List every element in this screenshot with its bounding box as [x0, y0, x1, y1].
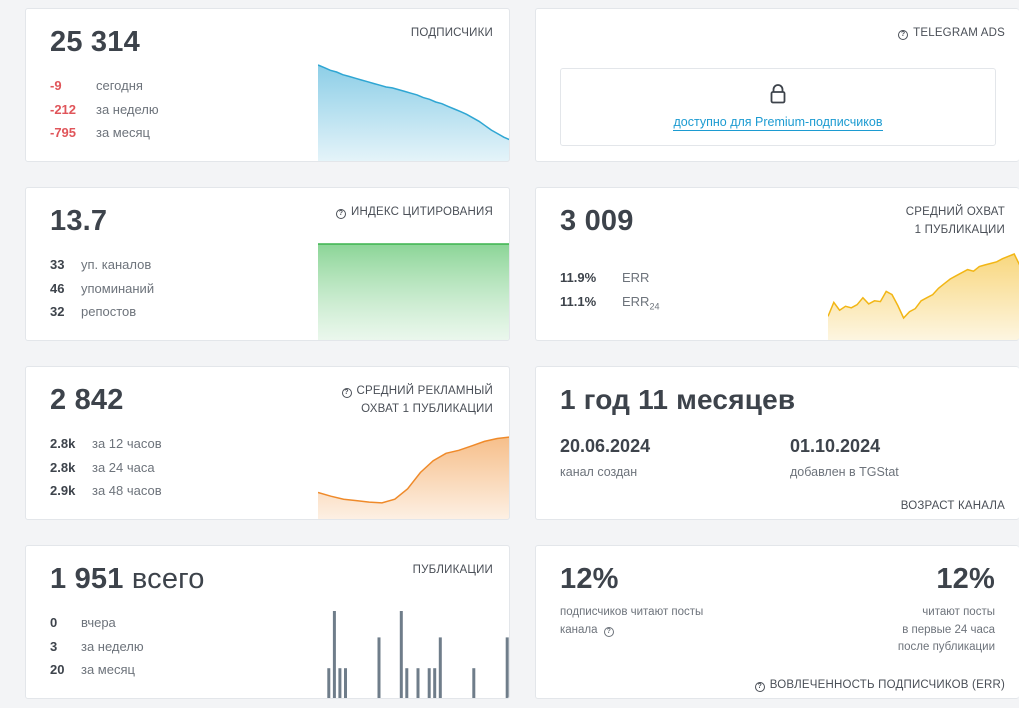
reach-trend-chart: [828, 253, 1019, 340]
created-date: 20.06.2024: [560, 436, 651, 456]
publications-card[interactable]: 1 951 всего ПУБЛИКАЦИИ 0 вчера 3 за неделю…: [25, 545, 510, 699]
ad-reach-value: 2 842: [50, 384, 124, 416]
ad-reach-trend-area: [318, 437, 509, 519]
publication-bar: [472, 668, 476, 698]
err-stats: 11.9% ERR 11.1% ERR24: [560, 266, 659, 313]
reach-trend-area: [828, 254, 1019, 340]
help-icon[interactable]: ?: [603, 626, 614, 637]
publication-bar: [427, 668, 431, 698]
premium-lock-box: доступно для Premium-подписчиков: [560, 68, 996, 146]
lock-icon: [770, 84, 786, 104]
ad-reach-trend-line: [318, 436, 509, 504]
channel-age-label: ВОЗРАСТ КАНАЛА: [900, 500, 1005, 512]
subscribers-trend-area: [318, 65, 509, 161]
stat-row: -795 за месяц: [50, 125, 150, 140]
subscribers-label: ПОДПИСЧИКИ: [410, 27, 493, 39]
premium-link[interactable]: доступно для Premium-подписчиков: [673, 115, 883, 131]
reach-trend-line: [828, 253, 1019, 320]
citation-stats: 33 уп. каналов 46 упоминаний 32 репостов: [50, 253, 154, 324]
telegram-ads-card: ? TELEGRAM ADS доступно для Premium-подпи…: [535, 8, 1019, 162]
telegram-ads-label: ? TELEGRAM ADS: [898, 24, 1005, 42]
channel-age-value: 1 год 11 месяцев: [560, 384, 796, 415]
engagement-right-text: читают посты в первые 24 часа после публ…: [897, 606, 995, 653]
publication-bar: [438, 637, 442, 698]
publication-bar: [327, 668, 331, 698]
subscribers-card[interactable]: 25 314 ПОДПИСЧИКИ -9 сегодня -212 за недел…: [25, 8, 510, 162]
publications-stats: 0 вчера 3 за неделю 20 за месяц: [50, 611, 144, 682]
stat-row: -9 сегодня: [50, 78, 143, 93]
publication-bar: [344, 668, 347, 698]
stat-row: 20 за месяц: [50, 662, 135, 677]
engagement-left-text: подписчиков читают посты канала ?: [560, 606, 704, 637]
ad-reach-trend-chart: [318, 436, 509, 519]
stat-row: 3 за неделю: [50, 638, 144, 654]
engagement-card: 12% 12% подписчиков читают посты канала …: [535, 545, 1019, 699]
publication-bar: [377, 637, 381, 698]
stat-row: 46 упоминаний: [50, 280, 155, 296]
citation-card[interactable]: 13.7 ? ИНДЕКС ЦИТИРОВАНИЯ 33 уп. каналов 4…: [25, 187, 510, 341]
help-icon[interactable]: ?: [341, 388, 352, 398]
citation-trend-chart: [318, 243, 509, 340]
citation-label: ? ИНДЕКС ЦИТИРОВАНИЯ: [336, 203, 493, 221]
stat-row: 32 репостов: [50, 304, 137, 319]
engagement-value-left: 12%: [560, 563, 619, 595]
stat-row: 2.8k за 24 часа: [50, 459, 155, 475]
reach-card[interactable]: 3 009 СРЕДНИЙ ОХВАТ 1 ПУБЛИКАЦИИ 11.9% ER…: [535, 187, 1019, 341]
created-label: канал создан: [560, 465, 638, 479]
ad-reach-card[interactable]: 2 842 ? СРЕДНИЙ РЕКЛАМНЫЙ ОХВАТ 1 ПУБЛИКА…: [25, 366, 510, 520]
publications-total: 1 951 всего: [50, 563, 205, 595]
publications-bar-chart: [327, 611, 509, 698]
publication-bar: [416, 668, 420, 698]
publication-bar: [505, 637, 509, 698]
subscribers-trend-line: [318, 64, 509, 141]
help-icon[interactable]: ?: [336, 209, 347, 219]
help-icon[interactable]: ?: [898, 30, 909, 40]
publication-bar: [433, 668, 437, 698]
citation-index-value: 13.7: [50, 205, 108, 237]
added-label: добавлен в TGStat: [790, 465, 899, 479]
engagement-label: ? ВОВЛЕЧЕННОСТЬ ПОДПИСЧИКОВ (ERR): [754, 676, 1005, 694]
stat-row: 0 вчера: [50, 615, 116, 630]
citation-area: [318, 244, 509, 340]
stat-row: 2.8k за 12 часов: [50, 436, 162, 451]
publications-label: ПУБЛИКАЦИИ: [412, 564, 493, 576]
channel-age-card: 1 год 11 месяцев 20.06.2024 канал создан…: [535, 366, 1019, 520]
stat-row: 33 уп. каналов: [50, 257, 152, 272]
subscribers-count: 25 314: [50, 26, 140, 58]
reach-label: СРЕДНИЙ ОХВАТ 1 ПУБЛИКАЦИИ: [905, 206, 1005, 236]
publication-bar: [399, 611, 403, 698]
ad-reach-label: ? СРЕДНИЙ РЕКЛАМНЫЙ ОХВАТ 1 ПУБЛИКАЦИИ: [341, 382, 493, 418]
publication-bar: [405, 668, 409, 698]
subscribers-stats: -9 сегодня -212 за неделю -795 за месяц: [50, 74, 159, 145]
added-date: 01.10.2024: [790, 436, 881, 456]
ad-reach-stats: 2.8k за 12 часов 2.8k за 24 часа 2.9k за 48…: [50, 432, 162, 503]
err-row: 11.9% ERR: [560, 270, 650, 285]
publication-bar: [338, 668, 342, 698]
help-icon[interactable]: ?: [754, 682, 765, 692]
stat-row: 2.9k за 48 часов: [50, 483, 162, 498]
publication-bar: [332, 611, 336, 698]
reach-value: 3 009: [560, 205, 634, 237]
engagement-value-right: 12%: [936, 563, 995, 595]
err24-row: 11.1% ERR24: [560, 293, 660, 312]
subscribers-trend-chart: [318, 64, 509, 161]
stat-row: -212 за неделю: [50, 101, 159, 117]
